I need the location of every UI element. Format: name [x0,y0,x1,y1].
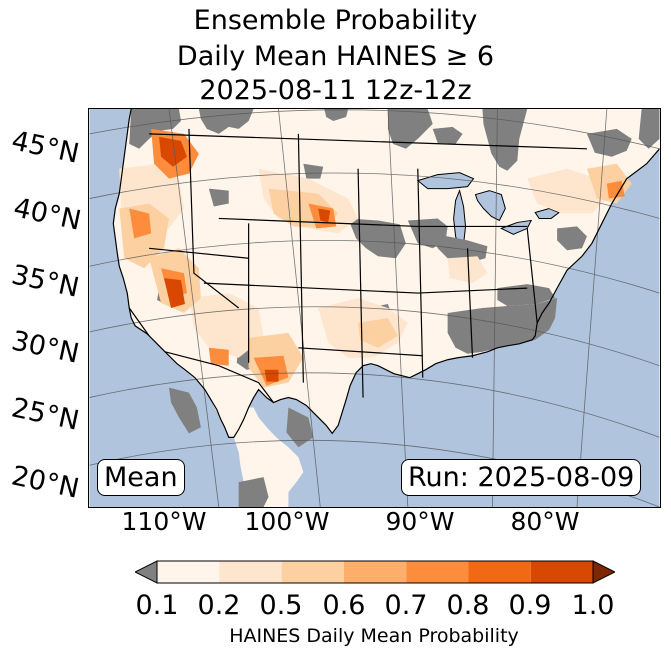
lat-label-30: 30°N [8,325,82,370]
colorbar-tick-1: 0.2 [197,590,241,621]
lat-label-35: 35°N [8,259,82,304]
land-mexico [129,308,304,507]
colorbar-under-arrow [135,560,158,584]
colorbar-tick-0: 0.1 [135,590,179,621]
lon-label-90w: 90°W [385,507,455,536]
colorbar-bin-6 [468,561,531,583]
colorbar-over-arrow [592,560,615,584]
no-data-regions [129,109,660,507]
lat-label-40: 40°N [10,192,84,237]
colorbar-label: HAINES Daily Mean Probability [229,625,519,647]
colorbar-bin-7 [530,561,593,583]
title-line-1: Ensemble Probability [193,5,478,36]
lat-label-25: 25°N [8,392,82,437]
colorbar-tick-6: 0.9 [508,590,552,621]
colorbar-tick-7: 1.0 [571,590,615,621]
map-canvas [88,108,661,508]
colorbar-bin-2 [219,561,282,583]
borders [112,109,660,438]
colorbar-bin-4 [343,561,407,583]
lat-label-20: 20°N [8,460,82,505]
colorbar-tick-2: 0.5 [259,590,303,621]
colorbar-tick-4: 0.7 [384,590,428,621]
lon-label-110w: 110°W [121,507,207,536]
run-label-box: Run: 2025-08-09 [401,459,642,496]
mean-label-box: Mean [97,459,185,496]
colorbar-tick-5: 0.8 [446,590,490,621]
colorbar [135,560,615,584]
lon-label-80w: 80°W [510,507,580,536]
prob-0-9 [159,136,331,382]
colorbar-bin-3 [281,561,344,583]
lat-label-45: 45°N [8,125,82,170]
title-line-3: 2025-08-11 12z-12z [199,75,472,106]
lon-label-100w: 100°W [244,507,330,536]
title-line-2: Daily Mean HAINES ≥ 6 [176,41,495,72]
colorbar-bin-1 [157,561,220,583]
colorbar-tick-3: 0.6 [322,590,366,621]
colorbar-bin-5 [406,561,469,583]
